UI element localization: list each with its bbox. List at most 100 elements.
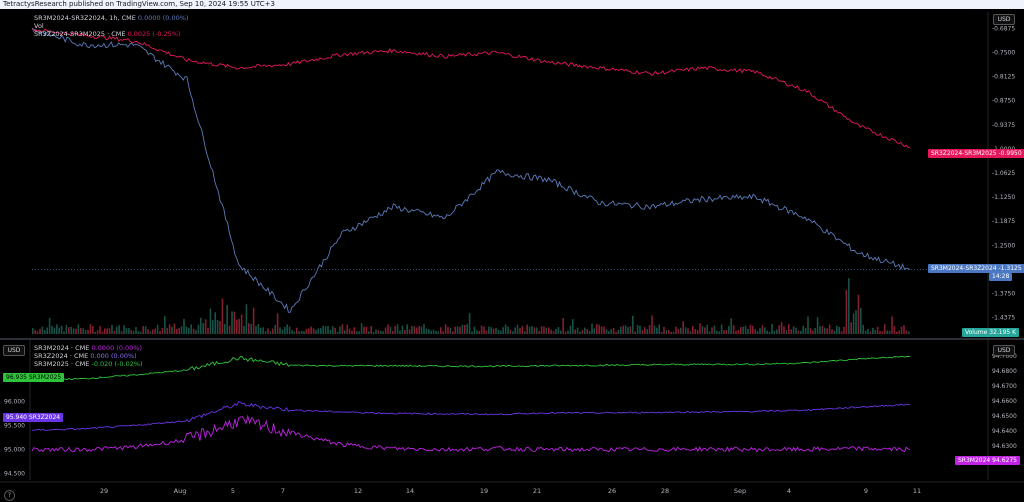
- volume-bar: [588, 330, 591, 334]
- volume-bar: [296, 327, 298, 334]
- volume-bar: [639, 325, 641, 334]
- volume-bar: [526, 324, 528, 334]
- volume-bar: [512, 331, 514, 334]
- bottom-left-y-tick-label: 95.000: [4, 447, 25, 454]
- help-icon[interactable]: ?: [4, 490, 15, 501]
- volume-bar: [483, 326, 485, 334]
- volume-bar: [843, 326, 845, 334]
- volume-bar: [718, 331, 720, 334]
- volume-bar: [336, 331, 339, 334]
- volume-bar: [716, 330, 718, 334]
- volume-bar: [576, 327, 579, 334]
- volume-bar: [766, 330, 768, 334]
- bottom-purple-tag-name: SR3Z2024: [28, 414, 61, 421]
- volume-bar: [574, 329, 576, 334]
- volume-bar: [660, 331, 663, 334]
- volume-bar: [384, 327, 387, 334]
- volume-bar: [264, 331, 267, 334]
- volume-bar: [51, 325, 53, 334]
- volume-bar: [776, 329, 778, 334]
- bottom-magenta-tag: SR3M2024 94.6275: [955, 456, 1020, 465]
- volume-bar: [764, 327, 766, 334]
- volume-bar: [84, 330, 87, 334]
- volume-bar: [713, 325, 716, 334]
- volume-bar: [665, 330, 668, 334]
- volume-bar: [653, 325, 656, 334]
- volume-bar: [430, 330, 432, 334]
- volume-bar: [262, 327, 264, 334]
- volume-bar: [800, 330, 802, 334]
- volume-bar: [634, 331, 636, 334]
- bottom-right-y-tick-label: 94.6700: [992, 383, 1017, 390]
- volume-bar: [308, 328, 310, 334]
- volume-bar: [807, 316, 809, 334]
- volume-bar: [334, 328, 336, 334]
- volume-bar: [502, 327, 504, 334]
- bottom-magenta-tag-value: 94.6275: [992, 457, 1017, 464]
- volume-bar: [161, 328, 164, 334]
- volume-bar: [226, 304, 228, 334]
- volume-bar: [562, 317, 564, 334]
- volume-bar: [413, 326, 416, 334]
- top-series-b-tag-label: SR3M2024-SR3Z2024: [931, 265, 997, 272]
- top-y-tick-label: -0.7500: [992, 49, 1015, 56]
- time-axis: 29 Aug 5 7 12 14 19 21 26 28 Sep 4 9 11: [0, 481, 1024, 495]
- volume-bar: [135, 327, 137, 334]
- top-series-b-tag: SR3M2024-SR3Z2024 -1.3125: [928, 264, 1024, 273]
- volume-bar: [824, 327, 826, 334]
- top-currency-button[interactable]: USD: [993, 14, 1015, 25]
- volume-bar: [399, 330, 401, 334]
- volume-bar: [32, 328, 34, 334]
- top-y-tick-label: -1.4375: [992, 315, 1015, 322]
- volume-bar: [149, 331, 152, 334]
- volume-bar: [360, 323, 363, 334]
- bottom-right-y-tick-label: 94.6500: [992, 413, 1017, 420]
- volume-bar: [94, 331, 96, 334]
- volume-bar: [392, 330, 394, 334]
- volume-bar: [176, 328, 178, 334]
- time-axis-tick-label: 14: [406, 487, 414, 495]
- volume-bar: [346, 324, 348, 334]
- volume-bar: [531, 325, 533, 334]
- top-y-tick-label: -0.8125: [992, 74, 1015, 81]
- volume-bar: [538, 330, 540, 334]
- volume-bar: [461, 324, 464, 334]
- volume-bar: [881, 331, 884, 334]
- volume-bar: [648, 325, 651, 334]
- volume-bar: [761, 325, 764, 334]
- volume-bar: [814, 328, 816, 334]
- volume-bar: [872, 327, 874, 334]
- volume-bar: [584, 327, 586, 334]
- volume-bar: [123, 325, 125, 334]
- volume-bar: [339, 326, 341, 334]
- volume-bar: [92, 326, 94, 334]
- volume-bar: [209, 308, 212, 334]
- top-series-line-2: [31, 28, 911, 313]
- bottom-right-currency-button[interactable]: USD: [993, 345, 1015, 356]
- volume-bar: [519, 327, 521, 334]
- volume-bar: [629, 326, 632, 334]
- volume-bar: [48, 318, 51, 334]
- volume-bar: [58, 327, 60, 334]
- top-series-a-tag-value: -0.9950: [998, 150, 1022, 157]
- volume-bar: [560, 330, 562, 334]
- volume-bar: [802, 325, 804, 334]
- volume-bar: [675, 326, 677, 334]
- volume-bar: [236, 319, 238, 334]
- volume-bar: [572, 319, 574, 334]
- volume-bar: [99, 326, 101, 334]
- volume-bar: [905, 330, 908, 334]
- bottom-left-currency-button[interactable]: USD: [3, 345, 25, 356]
- volume-bar: [735, 330, 737, 334]
- volume-bar: [267, 328, 269, 334]
- volume-bar: [416, 327, 418, 334]
- volume-bar: [809, 328, 812, 334]
- volume-bar: [845, 289, 848, 334]
- volume-bar: [797, 330, 800, 334]
- volume-bar: [610, 329, 612, 334]
- top-series-a-tag: SR3Z2024-SR3M2025 -0.9950: [928, 149, 1024, 158]
- volume-bar: [435, 331, 437, 334]
- bottom-legend-row1-name: SR3M2024 · CME: [34, 344, 90, 352]
- volume-bar: [869, 331, 872, 334]
